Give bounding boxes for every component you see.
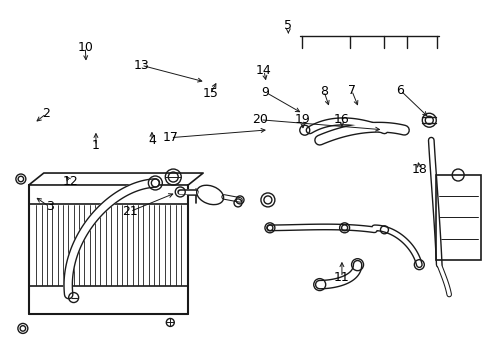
Text: 19: 19 bbox=[294, 113, 310, 126]
Bar bbox=[435, 175, 480, 260]
Text: 14: 14 bbox=[256, 64, 271, 77]
Text: 18: 18 bbox=[411, 163, 427, 176]
Text: 8: 8 bbox=[319, 85, 327, 98]
Text: 6: 6 bbox=[396, 84, 404, 97]
Text: 10: 10 bbox=[77, 41, 93, 54]
Text: 12: 12 bbox=[62, 175, 78, 188]
Text: 21: 21 bbox=[122, 205, 138, 218]
Text: 2: 2 bbox=[42, 107, 50, 120]
Text: 1: 1 bbox=[92, 139, 100, 152]
Text: 5: 5 bbox=[284, 19, 292, 32]
Text: 3: 3 bbox=[45, 201, 54, 213]
Text: 15: 15 bbox=[202, 87, 218, 100]
Text: 7: 7 bbox=[347, 84, 355, 97]
Text: 20: 20 bbox=[252, 113, 267, 126]
Text: 4: 4 bbox=[148, 134, 156, 147]
Text: 9: 9 bbox=[261, 86, 269, 99]
Text: 11: 11 bbox=[333, 271, 349, 284]
Text: 13: 13 bbox=[133, 59, 149, 72]
Text: 17: 17 bbox=[162, 131, 178, 144]
Text: 16: 16 bbox=[333, 113, 349, 126]
